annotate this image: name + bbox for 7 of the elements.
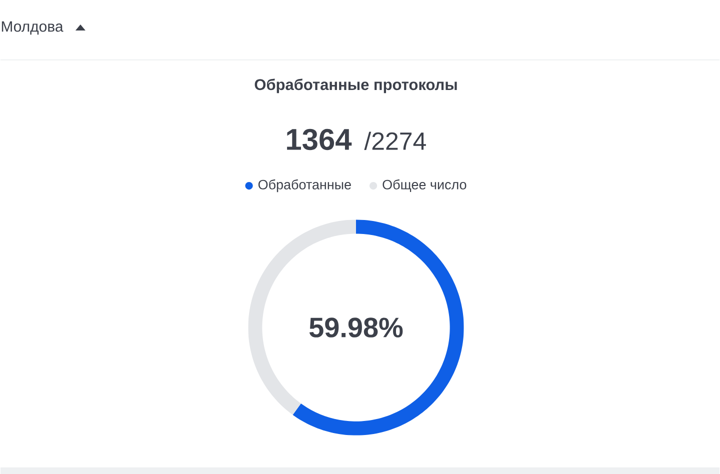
legend-label: Общее число: [382, 179, 466, 192]
data-label: 59.98%: [309, 317, 403, 338]
chart-title: Обработанные протоколы: [254, 78, 457, 93]
legend-label: Обработанные: [258, 179, 351, 192]
text: /2274: [364, 132, 426, 150]
text: 1364: [287, 128, 352, 150]
text: Молдова: [2, 21, 64, 34]
